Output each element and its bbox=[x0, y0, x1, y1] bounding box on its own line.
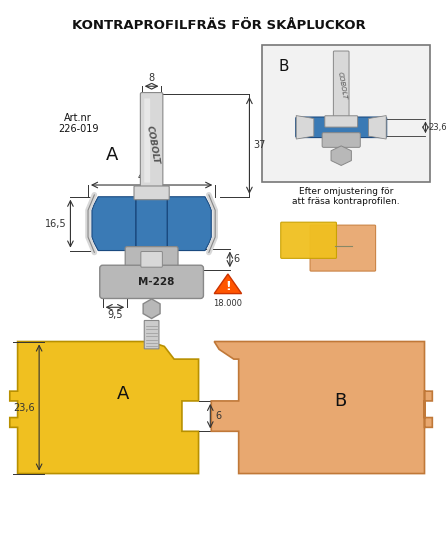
Text: !: ! bbox=[225, 280, 231, 293]
Polygon shape bbox=[211, 342, 432, 474]
Polygon shape bbox=[296, 116, 314, 139]
FancyBboxPatch shape bbox=[281, 222, 336, 258]
Text: B: B bbox=[278, 59, 289, 74]
Polygon shape bbox=[143, 299, 160, 318]
FancyBboxPatch shape bbox=[322, 133, 360, 147]
FancyBboxPatch shape bbox=[136, 196, 167, 251]
Polygon shape bbox=[92, 197, 137, 251]
Text: 9,5: 9,5 bbox=[107, 310, 123, 320]
FancyBboxPatch shape bbox=[144, 321, 159, 349]
Text: 6: 6 bbox=[215, 411, 221, 421]
FancyBboxPatch shape bbox=[134, 186, 169, 200]
Polygon shape bbox=[331, 146, 351, 166]
Polygon shape bbox=[166, 197, 211, 251]
Text: Efter omjustering för
att fräsa kontraprofilen.: Efter omjustering för att fräsa kontrapr… bbox=[293, 187, 400, 206]
Text: 41: 41 bbox=[138, 172, 150, 182]
Text: 6: 6 bbox=[234, 254, 240, 265]
Text: KONTRAPROFILFRÄS FÖR SKÅPLUCKOR: KONTRAPROFILFRÄS FÖR SKÅPLUCKOR bbox=[72, 19, 366, 32]
Text: Art.nr
226-019: Art.nr 226-019 bbox=[58, 113, 99, 134]
Polygon shape bbox=[10, 342, 198, 474]
Text: 37: 37 bbox=[253, 140, 266, 150]
FancyBboxPatch shape bbox=[333, 51, 349, 119]
FancyBboxPatch shape bbox=[140, 92, 163, 189]
Text: 23,6: 23,6 bbox=[13, 403, 35, 412]
Text: 18.000: 18.000 bbox=[213, 299, 242, 309]
Text: A: A bbox=[116, 386, 129, 403]
FancyBboxPatch shape bbox=[296, 117, 387, 138]
Text: COBOLT: COBOLT bbox=[336, 71, 347, 100]
FancyBboxPatch shape bbox=[136, 196, 167, 251]
FancyBboxPatch shape bbox=[325, 116, 358, 127]
Text: M-228: M-228 bbox=[138, 277, 175, 287]
FancyBboxPatch shape bbox=[141, 251, 162, 267]
FancyBboxPatch shape bbox=[100, 265, 203, 299]
Text: 23,6: 23,6 bbox=[428, 123, 447, 132]
FancyBboxPatch shape bbox=[310, 225, 375, 271]
Polygon shape bbox=[369, 116, 386, 139]
FancyBboxPatch shape bbox=[125, 246, 178, 272]
Text: A: A bbox=[106, 146, 119, 164]
Text: 8: 8 bbox=[149, 73, 155, 83]
Text: 16,5: 16,5 bbox=[45, 219, 66, 229]
FancyBboxPatch shape bbox=[144, 98, 150, 183]
FancyBboxPatch shape bbox=[262, 45, 431, 182]
Text: B: B bbox=[335, 392, 347, 410]
Text: COBOLT: COBOLT bbox=[145, 125, 160, 165]
Polygon shape bbox=[214, 274, 241, 294]
